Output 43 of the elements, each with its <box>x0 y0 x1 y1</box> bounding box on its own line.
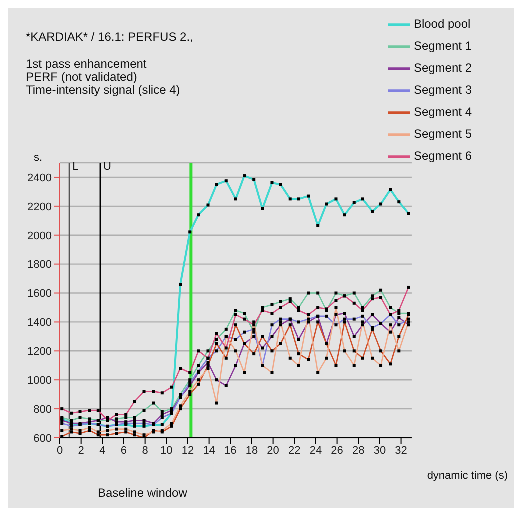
text: PERF (not validated) <box>26 70 138 84</box>
x-tick-label: 16 <box>224 444 237 457</box>
legend-label: Segment 2 <box>414 61 472 76</box>
x-tick-label: 4 <box>100 444 106 457</box>
x-tick-label: 0 <box>56 444 64 457</box>
y-tick-label: 2000 <box>28 230 52 242</box>
y-tick-label: 2200 <box>28 201 52 214</box>
x-tick-label: 6 <box>120 444 128 457</box>
text: Baseline window <box>98 486 188 500</box>
x-tick-label: 28 <box>352 444 365 457</box>
text: Time-intensity signal (slice 4) <box>26 83 180 97</box>
legend-label: Segment 1 <box>414 39 472 54</box>
y-tick-label: 1600 <box>28 288 52 300</box>
x-tick-label: 18 <box>246 444 258 457</box>
x-tick-label: 10 <box>160 444 173 457</box>
x-tick-label: 2 <box>78 444 84 457</box>
y-tick-label: 1200 <box>28 346 52 358</box>
x-tick-label: 26 <box>331 444 344 457</box>
x-tick-label: 20 <box>267 444 280 457</box>
y-tick-label: 600 <box>34 432 52 445</box>
x-tick-label: 32 <box>395 444 408 457</box>
ref-line-label: U <box>104 160 112 173</box>
y-tick-label: 1400 <box>28 317 52 330</box>
chart-subtitle: 1st pass enhancement <box>26 57 148 71</box>
legend-label: Segment 3 <box>414 83 472 98</box>
x-tick-label: 12 <box>182 444 194 457</box>
legend-label: Segment 4 <box>414 105 472 120</box>
chart-title: *KARDIAK* / 16.1: PERFUS 2., <box>26 30 194 44</box>
legend-label: Segment 5 <box>414 127 472 142</box>
x-axis-title: dynamic time (s) <box>427 470 508 482</box>
x-tick-label: 14 <box>203 444 216 457</box>
x-tick-label: 30 <box>374 444 386 457</box>
x-tick-label: 24 <box>310 444 322 457</box>
x-tick-label: 22 <box>288 444 301 457</box>
y-tick-label: 1000 <box>28 375 52 388</box>
y-axis-title: s. <box>34 152 43 164</box>
x-tick-label: 8 <box>142 444 148 457</box>
legend-label: Segment 6 <box>414 149 472 164</box>
ref-line-label: L <box>72 160 79 173</box>
y-tick-label: 2400 <box>28 172 52 184</box>
legend-label: Blood pool <box>414 17 471 32</box>
y-tick-label: 800 <box>34 404 52 416</box>
y-tick-label: 1800 <box>28 259 52 272</box>
